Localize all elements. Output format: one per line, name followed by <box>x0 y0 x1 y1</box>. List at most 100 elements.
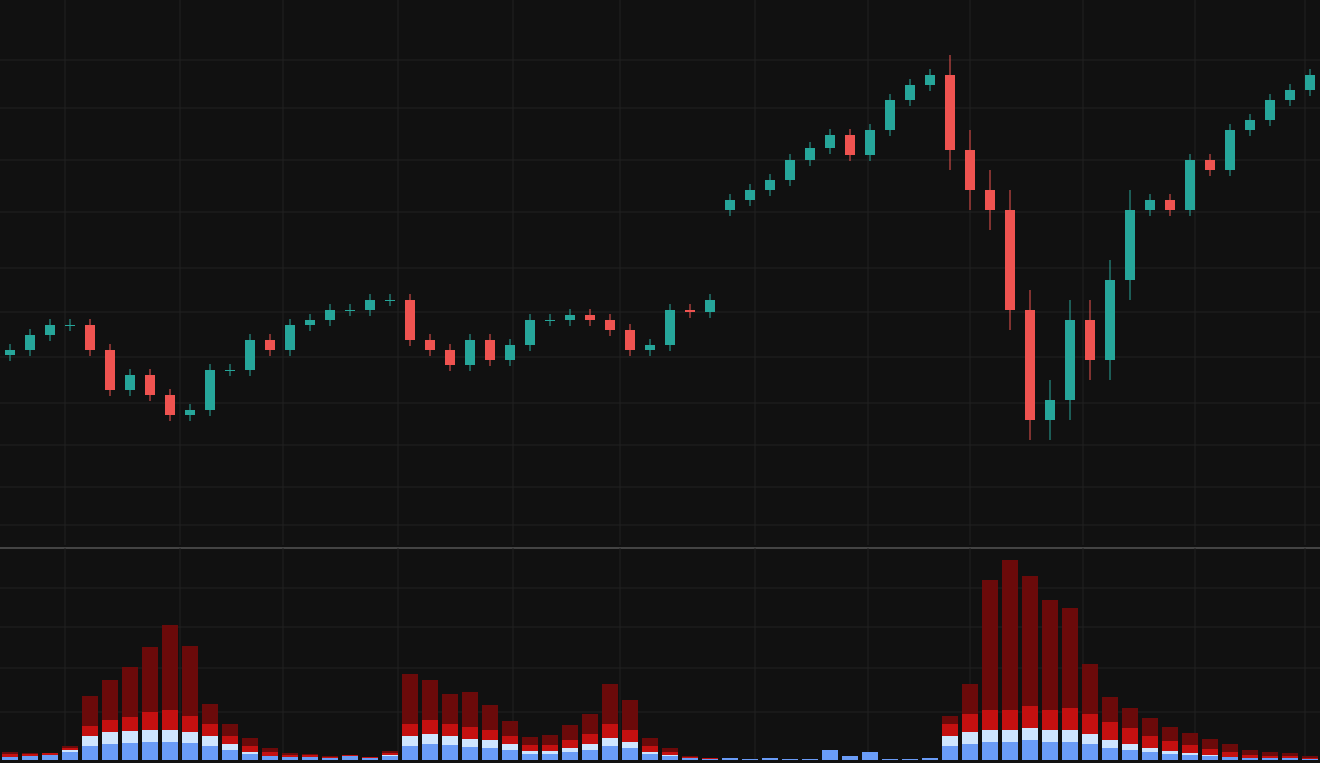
volume-bar <box>562 748 578 752</box>
volume-bar <box>1042 710 1058 730</box>
volume-bar <box>902 759 918 760</box>
volume-bar <box>662 756 678 760</box>
volume-bar <box>2 757 18 760</box>
volume-bar <box>122 743 138 760</box>
volume-bar <box>262 756 278 760</box>
volume-bar <box>1102 697 1118 722</box>
volume-bar <box>102 680 118 720</box>
volume-bar <box>382 753 398 755</box>
volume-bar <box>1162 754 1178 760</box>
volume-bar <box>1182 745 1198 753</box>
volume-bar <box>62 746 78 748</box>
volume-bar <box>242 752 258 754</box>
volume-bar <box>222 724 238 736</box>
volume-bar <box>1162 741 1178 751</box>
volume-bar <box>202 704 218 724</box>
volume-bar <box>702 759 718 760</box>
volume-bar <box>1102 748 1118 760</box>
volume-bar <box>1002 560 1018 710</box>
volume-bar <box>402 746 418 760</box>
volume-bar <box>1202 739 1218 749</box>
volume-bar <box>942 724 958 736</box>
volume-bar <box>1002 730 1018 742</box>
volume-bar <box>282 755 298 757</box>
candle-body <box>145 375 155 395</box>
volume-bar <box>1142 752 1158 760</box>
candle-body <box>685 310 695 312</box>
volume-bar <box>42 753 58 755</box>
volume-bar <box>762 758 778 760</box>
volume-bar <box>802 759 818 760</box>
volume-bar <box>582 734 598 744</box>
volume-bar <box>302 754 318 755</box>
volume-bar <box>1002 742 1018 760</box>
volume-bar <box>162 730 178 742</box>
volume-bar <box>1222 744 1238 752</box>
volume-bar <box>442 724 458 736</box>
volume-bar <box>182 743 198 760</box>
candle-body <box>385 300 395 301</box>
volume-bar <box>482 740 498 748</box>
volume-bar <box>2 752 18 754</box>
volume-bar <box>442 736 458 745</box>
volume-bar <box>462 692 478 727</box>
volume-bar <box>682 756 698 757</box>
volume-bar <box>562 725 578 740</box>
candle-body <box>85 325 95 350</box>
volume-bar <box>1082 664 1098 714</box>
volume-bar <box>1022 576 1038 706</box>
volume-bar <box>302 757 318 760</box>
volume-bar <box>322 758 338 760</box>
candle-body <box>565 315 575 320</box>
volume-bar <box>1122 708 1138 728</box>
candle-body <box>105 350 115 390</box>
candle-body <box>725 200 735 210</box>
volume-bar <box>962 744 978 760</box>
candle-body <box>265 340 275 350</box>
candle-body <box>325 310 335 320</box>
volume-bar <box>442 694 458 724</box>
volume-bar <box>622 700 638 730</box>
volume-bar <box>642 738 658 746</box>
volume-bar <box>242 746 258 752</box>
volume-bar <box>202 746 218 760</box>
volume-bar <box>102 732 118 744</box>
volume-bar <box>22 756 38 760</box>
volume-bar <box>1062 608 1078 708</box>
candle-body <box>445 350 455 365</box>
volume-bar <box>262 752 278 756</box>
volume-bar <box>962 732 978 744</box>
volume-bar <box>1022 740 1038 760</box>
volume-bar <box>122 717 138 731</box>
volume-bar <box>62 750 78 752</box>
volume-bar <box>142 742 158 760</box>
volume-bar <box>742 759 758 760</box>
candle-body <box>345 310 355 311</box>
volume-bar <box>62 752 78 760</box>
volume-bar <box>182 646 198 716</box>
volume-bar <box>342 756 358 760</box>
candle-body <box>885 100 895 130</box>
candle-body <box>285 325 295 350</box>
volume-bar <box>1182 755 1198 760</box>
candle-body <box>465 340 475 365</box>
volume-bar <box>422 680 438 720</box>
volume-bar <box>682 757 698 758</box>
volume-bar <box>1222 752 1238 757</box>
volume-bar <box>582 714 598 734</box>
volume-bar <box>1222 757 1238 760</box>
volume-bar <box>942 736 958 746</box>
volume-bar <box>162 625 178 710</box>
candle-body <box>1205 160 1215 170</box>
volume-bar <box>542 735 558 745</box>
candle-body <box>1265 100 1275 120</box>
candle-body <box>765 180 775 190</box>
volume-bar <box>402 736 418 746</box>
volume-bar <box>1162 751 1178 754</box>
volume-bar <box>102 744 118 760</box>
volume-bar <box>982 580 998 710</box>
candle-body <box>825 135 835 148</box>
candle-body <box>25 335 35 350</box>
volume-bar <box>1262 756 1278 758</box>
volume-bar <box>622 730 638 742</box>
